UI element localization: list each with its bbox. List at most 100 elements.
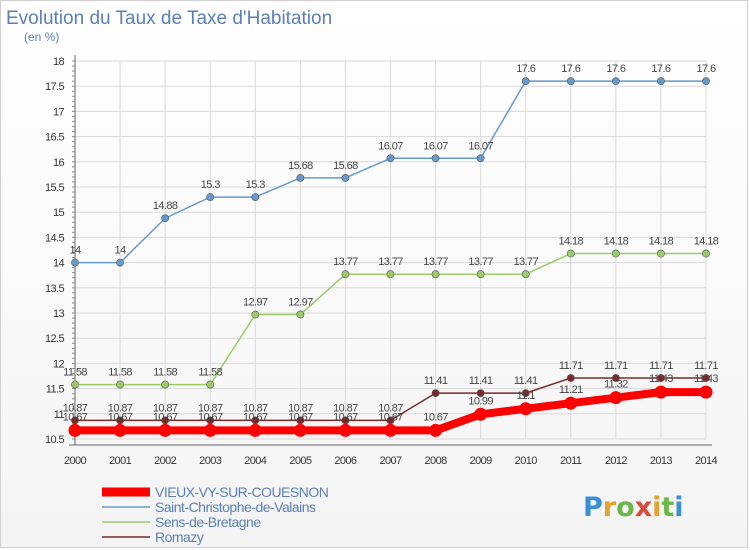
y-tick-label: 12.5 <box>45 333 64 345</box>
data-label: 15.68 <box>333 160 358 172</box>
data-label: 14.18 <box>649 236 674 248</box>
data-label: 11.43 <box>649 373 673 385</box>
logo-text: Proxiti <box>583 492 684 523</box>
legend-label: Romazy <box>155 529 204 545</box>
data-point <box>654 385 668 399</box>
x-tick-label: 2003 <box>199 455 222 467</box>
data-label: 10.87 <box>198 402 223 414</box>
y-tick-label: 14 <box>53 258 65 270</box>
data-point <box>657 249 665 258</box>
data-label: 10.87 <box>243 402 268 414</box>
data-label: 10.87 <box>153 402 178 414</box>
legend: VIEUX-VY-SUR-COUESNONSaint-Christophe-de… <box>102 484 329 545</box>
y-tick-label: 17 <box>53 106 65 118</box>
data-point <box>566 249 575 258</box>
data-label: 10.99 <box>468 395 493 407</box>
data-label: 11.58 <box>108 367 132 379</box>
y-tick-label: 13.5 <box>45 283 64 295</box>
data-point <box>611 374 620 382</box>
data-label: 11.58 <box>153 367 177 379</box>
data-label: 10.67 <box>423 411 448 423</box>
proxiti-logo: Proxiti <box>583 492 684 523</box>
x-tick-label: 2004 <box>244 455 267 467</box>
data-labels: 10.67 10.67 10.67 10.67 10.67 10.67 10.67 10.67… <box>63 63 720 423</box>
axes: 10.5 11 11.5 12 12.5 13 13.5 14 14.5 15 15.5 16 16.5… <box>45 55 718 467</box>
y-tick-label: 11.5 <box>46 384 65 396</box>
data-label: 10.67 <box>288 411 313 423</box>
data-point <box>702 77 710 86</box>
data-point <box>699 385 713 399</box>
data-label: 14.18 <box>694 236 719 248</box>
data-point <box>566 77 575 86</box>
x-tick-label: 2013 <box>650 455 673 467</box>
data-label: 17.6 <box>696 63 715 75</box>
y-tick-label: 18 <box>53 56 65 68</box>
data-label: 12.97 <box>288 297 313 309</box>
chart-subtitle: (en %) <box>24 30 59 44</box>
data-label: 10.67 <box>198 411 223 423</box>
data-label: 10.87 <box>108 402 133 414</box>
data-label: 11.58 <box>198 367 222 379</box>
data-point <box>161 380 170 389</box>
data-point <box>657 374 665 382</box>
x-tick-label: 2014 <box>695 455 718 467</box>
data-point <box>566 374 575 382</box>
data-label: 10.67 <box>153 411 178 423</box>
data-point <box>386 270 395 279</box>
series-sens-de-bretagne <box>71 249 710 389</box>
data-label: 11.71 <box>649 360 673 372</box>
data-point <box>702 374 710 382</box>
data-point <box>431 154 440 163</box>
data-point <box>296 174 305 182</box>
x-tick-label: 2005 <box>289 455 312 467</box>
x-tick-label: 2010 <box>515 455 538 467</box>
data-point <box>431 389 440 398</box>
data-point <box>386 154 395 163</box>
data-label: 10.67 <box>108 411 133 423</box>
y-tick-label: 17.5 <box>45 81 64 93</box>
legend-label: Sens-de-Bretagne <box>155 514 261 530</box>
data-label: 11.21 <box>559 384 583 396</box>
x-tick-label: 2006 <box>334 455 357 467</box>
data-label: 14.18 <box>559 236 584 248</box>
x-tick-label: 2011 <box>560 455 582 467</box>
data-point <box>68 423 82 437</box>
data-label: 13.77 <box>333 256 358 268</box>
data-label: 13.77 <box>378 256 403 268</box>
data-point <box>206 380 215 389</box>
data-point <box>206 193 215 201</box>
data-point <box>429 423 443 437</box>
data-label: 16.07 <box>468 140 493 152</box>
data-point <box>611 77 620 86</box>
data-point <box>341 270 350 279</box>
data-label: 14 <box>115 245 127 257</box>
data-label: 10.67 <box>333 411 358 423</box>
y-tick-label: 16 <box>53 157 65 169</box>
data-label: 11.71 <box>694 360 718 372</box>
data-point <box>519 402 533 416</box>
data-point <box>71 380 79 389</box>
y-tick-label: 15 <box>53 207 65 219</box>
grid <box>74 60 707 440</box>
data-label: 10.87 <box>288 402 313 414</box>
data-label: 11.71 <box>604 360 628 372</box>
data-label: 15.68 <box>288 160 313 172</box>
data-label: 12.97 <box>243 297 268 309</box>
series-saint-christophe-de-valains <box>71 77 710 267</box>
y-tick-label: 10.5 <box>45 434 64 446</box>
x-tick-label: 2001 <box>109 455 132 467</box>
data-point <box>341 174 350 182</box>
data-label: 11.32 <box>604 379 628 391</box>
data-point <box>248 423 262 437</box>
legend-label: VIEUX-VY-SUR-COUESNON <box>155 484 328 500</box>
series-romazy <box>71 374 710 425</box>
data-point <box>476 389 485 398</box>
legend-label: Saint-Christophe-de-Valains <box>155 499 316 515</box>
x-tick-label: 2009 <box>470 455 493 467</box>
data-label: 10.67 <box>243 411 268 423</box>
data-point <box>657 77 665 86</box>
x-tick-label: 2007 <box>379 455 402 467</box>
data-label: 13.77 <box>513 256 538 268</box>
data-label: 10.87 <box>63 402 88 414</box>
